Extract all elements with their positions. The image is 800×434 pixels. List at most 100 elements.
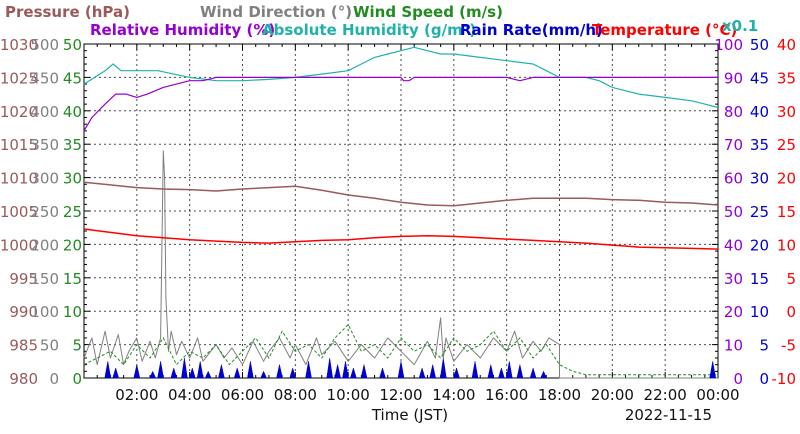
pressure-tick-label: 1005: [0, 203, 38, 221]
relative_humidity-tick-label: 50: [724, 203, 743, 221]
pressure-tick-label: 990: [9, 303, 38, 321]
legend-wind-speed: Wind Speed (m/s): [353, 3, 503, 21]
relative_humidity-tick-label: 60: [724, 170, 743, 188]
absolute_humidity-tick-label: 5: [759, 337, 769, 355]
absolute_humidity-tick-label: 45: [750, 69, 769, 87]
series-relative-humidity: [83, 76, 718, 132]
temperature-tick-label: 5: [786, 270, 796, 288]
rain-rate-spike: [498, 367, 505, 379]
legend-temperature: Temperature (°C): [592, 21, 737, 39]
temperature-tick-label: 40: [777, 36, 796, 54]
rain-rate-spike: [360, 364, 368, 379]
x-tick-label: 10:00: [327, 386, 370, 404]
rain-rate-spike: [188, 367, 196, 379]
x-tick-label: 04:00: [168, 386, 211, 404]
series-absolute-humidity: [83, 46, 719, 109]
wind_direction-tick-label: 300: [30, 170, 59, 188]
rain-rate-spike: [149, 370, 157, 379]
temperature-tick-label: 15: [777, 203, 796, 221]
wind_speed-tick-label: 35: [63, 136, 82, 154]
rain-rate-spike: [196, 361, 204, 379]
pressure-tick-label: 1030: [0, 36, 38, 54]
relative_humidity-tick-label: 30: [724, 270, 743, 288]
pressure-tick-label: 985: [9, 337, 38, 355]
absolute_humidity-tick-label: 40: [750, 103, 769, 121]
wind_direction-tick-label: 250: [30, 203, 59, 221]
wind_direction-tick-label: 400: [30, 103, 59, 121]
wind_speed-tick-label: 40: [63, 103, 82, 121]
x-tick-label: 22:00: [644, 386, 687, 404]
rain-rate-spike: [350, 367, 357, 379]
rain-rate-spike: [429, 364, 437, 379]
relative_humidity-tick-label: 10: [724, 337, 743, 355]
wind_direction-tick-label: 150: [30, 270, 59, 288]
wind_speed-tick-label: 20: [63, 236, 82, 254]
absolute_humidity-tick-label: 15: [750, 270, 769, 288]
pressure-tick-label: 1010: [0, 170, 38, 188]
rain-rate-spike: [379, 367, 386, 379]
right-axes: 0102030405060708090100051015202530354045…: [714, 36, 796, 388]
temperature-tick-label: 10: [777, 236, 796, 254]
rain-rate-spike: [471, 361, 479, 379]
temperature-tick-label: -10: [772, 370, 797, 388]
absolute_humidity-tick-label: 0: [759, 370, 769, 388]
relative_humidity-tick-label: 70: [724, 136, 743, 154]
x-tick-label: 08:00: [274, 386, 317, 404]
rain-rate-spike: [247, 361, 254, 379]
series-wind-speed: [83, 323, 718, 376]
absolute_humidity-tick-label: 30: [750, 170, 769, 188]
wind_speed-tick-label: 15: [63, 270, 82, 288]
temperature-tick-label: 0: [786, 303, 796, 321]
wind_direction-tick-label: 350: [30, 136, 59, 154]
absolute_humidity-tick-label: 20: [750, 236, 769, 254]
rain-rate-spike: [397, 361, 405, 379]
pressure-tick-label: 1000: [0, 236, 38, 254]
x-tick-label: 16:00: [485, 386, 528, 404]
absolute_humidity-tick-label: 35: [750, 136, 769, 154]
relative_humidity-tick-label: 100: [714, 36, 743, 54]
legend-absolute-humidity: Absolute Humidity (g/m³): [262, 21, 476, 39]
wind_speed-tick-label: 50: [63, 36, 82, 54]
pressure-tick-label: 980: [9, 370, 38, 388]
wind_speed-tick-label: 10: [63, 303, 82, 321]
x-tick-label: 18:00: [538, 386, 581, 404]
relative_humidity-tick-label: 90: [724, 69, 743, 87]
rain-rate-spike: [276, 364, 283, 379]
wind_direction-tick-label: 500: [30, 36, 59, 54]
rain-rate-spike: [418, 367, 426, 379]
legend-wind-direction: Wind Direction (°): [200, 3, 352, 21]
wind_direction-tick-label: 50: [40, 337, 59, 355]
rain-rate-spike: [326, 357, 333, 379]
wind_direction-tick-label: 0: [49, 370, 59, 388]
legend-pressure: Pressure (hPa): [5, 3, 130, 21]
rain-rate-spike: [540, 370, 547, 379]
rain-rate-spike: [453, 367, 460, 379]
x-tick-label: 06:00: [221, 386, 264, 404]
rain-rate-spike: [289, 367, 297, 379]
temperature-tick-label: -5: [781, 337, 796, 355]
absolute_humidity-tick-label: 50: [750, 36, 769, 54]
rain-rate-spike: [487, 364, 495, 379]
temperature-tick-label: 20: [777, 170, 796, 188]
x-tick-label: 20:00: [591, 386, 634, 404]
x-axis-label: Time (JST): [371, 406, 448, 424]
wind_direction-tick-label: 450: [30, 69, 59, 87]
absolute_humidity-tick-label: 25: [750, 203, 769, 221]
relative_humidity-tick-label: 80: [724, 103, 743, 121]
rain-rate-spike: [516, 364, 524, 379]
x-tick-label: 02:00: [115, 386, 158, 404]
wind_direction-tick-label: 200: [30, 236, 59, 254]
rain-rate-spike: [260, 370, 267, 379]
x-axis: 02:00 04:00 06:00 08:00 10:00 12:00 14:00 16:00…: [115, 386, 739, 404]
legend-relative-humidity: Relative Humidity (%): [90, 21, 275, 39]
rain-rate-spike: [218, 364, 225, 379]
relative_humidity-tick-label: 0: [733, 370, 743, 388]
wind_speed-tick-label: 45: [63, 69, 82, 87]
rain-rate-spike: [334, 364, 341, 379]
wind_speed-tick-label: 30: [63, 170, 82, 188]
x-tick-label: 12:00: [379, 386, 422, 404]
rain-rate-spike: [709, 361, 716, 379]
rain-rate-spike: [529, 367, 537, 379]
pressure-tick-label: 995: [9, 270, 38, 288]
